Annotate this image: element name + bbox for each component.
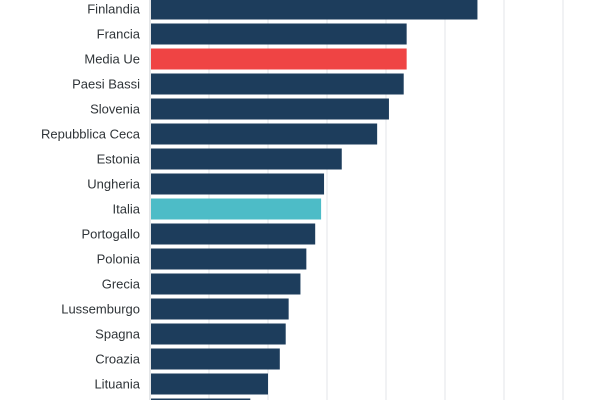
bars-layer (151, 0, 478, 400)
bar-spagna (151, 323, 286, 345)
category-label-croazia: Croazia (95, 352, 141, 367)
bar-portogallo (151, 223, 316, 245)
category-label-lituania: Lituania (94, 377, 140, 392)
category-label-slovenia: Slovenia (90, 102, 141, 117)
category-label-media-ue: Media Ue (84, 52, 140, 67)
category-label-finlandia: Finlandia (87, 2, 141, 17)
bar-slovenia (151, 98, 389, 120)
category-label-grecia: Grecia (102, 277, 141, 292)
category-label-italia: Italia (113, 202, 141, 217)
bar-finlandia (151, 0, 478, 20)
bar-croazia (151, 348, 280, 370)
bar-italia (151, 198, 322, 220)
category-label-spagna: Spagna (95, 327, 141, 342)
category-label-polonia: Polonia (97, 252, 141, 267)
bar-lussemburgo (151, 298, 289, 320)
bar-ungheria (151, 173, 325, 195)
bar-paesi-bassi (151, 73, 404, 95)
category-label-francia: Francia (97, 27, 141, 42)
category-label-estonia: Estonia (97, 152, 141, 167)
bar-polonia (151, 248, 307, 270)
category-labels: Finlandia Francia Media Ue Paesi Bassi Slove… (41, 2, 141, 392)
bar-grecia (151, 273, 301, 295)
bar-lituania (151, 373, 268, 395)
category-label-repubblica-ceca: Repubblica Ceca (41, 127, 141, 142)
bar-estonia (151, 148, 342, 170)
bar-unlabeled-16 (151, 398, 251, 400)
bar-francia (151, 23, 407, 45)
category-label-paesi-bassi: Paesi Bassi (72, 77, 140, 92)
category-label-ungheria: Ungheria (87, 177, 141, 192)
category-label-lussemburgo: Lussemburgo (61, 302, 140, 317)
bar-repubblica-ceca (151, 123, 378, 145)
bar-media-ue (151, 48, 407, 70)
category-label-portogallo: Portogallo (81, 227, 140, 242)
